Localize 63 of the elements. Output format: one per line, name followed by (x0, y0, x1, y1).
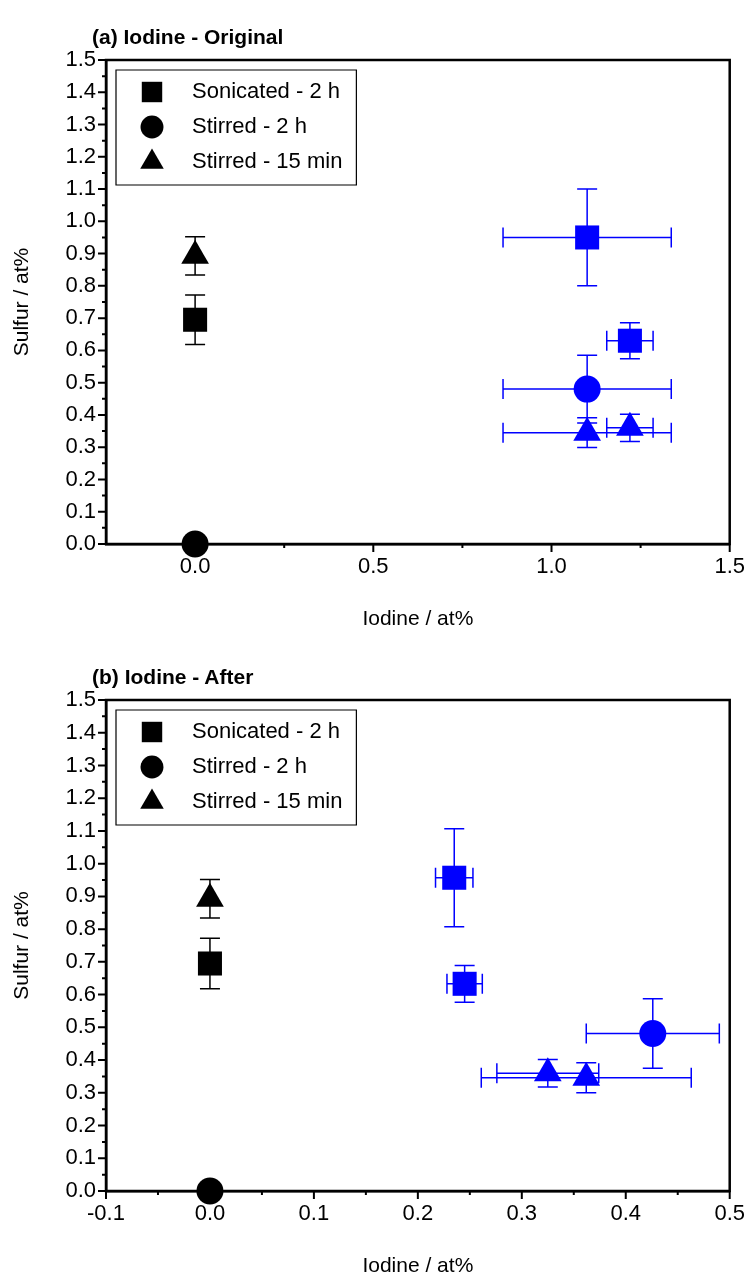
point (639, 1020, 667, 1048)
y-tick-label: 1.1 (65, 817, 96, 842)
y-tick-label: 1.2 (65, 784, 96, 810)
point (617, 328, 642, 353)
y-tick-label: 0.5 (65, 1013, 96, 1039)
point (183, 307, 208, 332)
x-axis-title: Iodine / at% (362, 1253, 474, 1277)
legend-label: Stirred - 15 min (192, 148, 343, 174)
y-tick-label: 1.3 (65, 110, 96, 136)
y-tick-label: 0.7 (65, 304, 96, 330)
y-tick-label: 0.6 (65, 336, 96, 362)
y-tick-label: 0.4 (65, 401, 96, 426)
y-tick-label: 1.5 (65, 46, 96, 72)
point (452, 971, 477, 996)
legend-label: Stirred - 15 min (192, 788, 343, 814)
y-tick-label: 0.5 (65, 368, 96, 394)
x-tick-label: 0.4 (610, 1200, 642, 1226)
y-tick-label: 0.2 (65, 1111, 96, 1137)
y-tick-label: 1.4 (65, 78, 96, 104)
y-tick-label: 0.4 (65, 1046, 96, 1072)
legend-label: Stirred - 2 h (192, 113, 307, 139)
chart-title: (b) Iodine - After (92, 665, 254, 688)
x-tick-label: -0.1 (87, 1200, 125, 1226)
y-tick-label: 1.5 (65, 686, 96, 712)
x-tick-label: 0.5 (714, 1200, 746, 1226)
x-tick-label: 0.0 (179, 553, 211, 579)
y-axis-title: Sulfur / at% (9, 891, 33, 1000)
y-tick-label: 0.9 (65, 882, 96, 908)
point (575, 225, 600, 250)
x-tick-label: 0.3 (506, 1200, 538, 1226)
y-tick-label: 0.8 (65, 915, 96, 941)
y-tick-label: 1.0 (65, 849, 96, 875)
point (573, 375, 601, 403)
y-tick-label: 0.1 (65, 497, 96, 523)
y-tick-label: 0.3 (65, 1078, 96, 1104)
legend-label: Sonicated - 2 h (192, 718, 340, 744)
x-tick-label: 0.5 (358, 553, 389, 579)
x-tick-label: 1.5 (714, 553, 746, 579)
legend-label: Stirred - 2 h (192, 753, 307, 779)
legend-label: Sonicated - 2 h (192, 78, 340, 104)
x-tick-label: 0.2 (402, 1200, 434, 1226)
y-tick-label: 1.3 (65, 751, 96, 777)
y-tick-label: 0.3 (65, 433, 96, 459)
chart-title: (a) Iodine - Original (92, 25, 284, 48)
y-axis-title: Sulfur / at% (9, 247, 33, 357)
x-tick-label: 1.0 (536, 553, 567, 579)
y-tick-label: 0.9 (65, 239, 96, 265)
point (197, 951, 222, 976)
x-tick-label: 0.1 (298, 1200, 330, 1226)
x-axis-title: Iodine / at% (362, 606, 474, 630)
y-tick-label: 0.7 (65, 947, 96, 973)
y-tick-label: 1.2 (65, 142, 96, 168)
y-tick-label: 0.2 (65, 465, 96, 491)
y-tick-label: 0.1 (65, 1144, 96, 1170)
point (442, 865, 467, 890)
y-tick-label: 1.4 (65, 718, 96, 744)
y-tick-label: 0.6 (65, 980, 96, 1006)
y-tick-label: 1.0 (65, 207, 96, 233)
y-tick-label: 1.1 (65, 175, 96, 201)
y-tick-label: 0.0 (65, 530, 96, 556)
x-tick-label: 0.0 (194, 1200, 226, 1226)
y-tick-label: 0.8 (65, 271, 96, 297)
y-tick-label: 0.0 (65, 1177, 96, 1203)
